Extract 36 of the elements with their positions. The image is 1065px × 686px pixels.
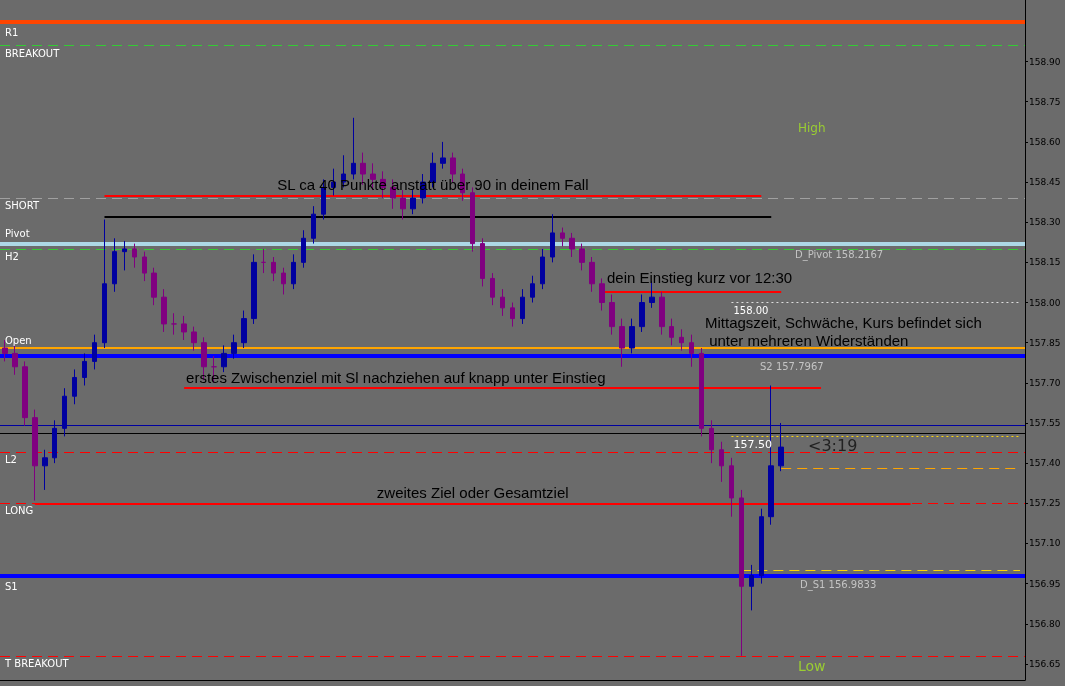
y-tick-label: 156.95 bbox=[1029, 578, 1061, 589]
annotation: High bbox=[798, 120, 826, 135]
y-tick-label: 156.80 bbox=[1029, 618, 1061, 629]
y-tick-label: 158.60 bbox=[1029, 136, 1061, 147]
ref-line-label: 158.00 bbox=[733, 304, 769, 316]
y-tick-label: 157.55 bbox=[1029, 417, 1061, 428]
y-tick-label: 157.40 bbox=[1029, 458, 1061, 469]
ref-line-label: Open bbox=[5, 334, 32, 346]
ref-line-label: T BREAKOUT bbox=[4, 657, 70, 669]
ref-line-label: LONG bbox=[5, 505, 34, 517]
ref-line-label: Pivot bbox=[5, 228, 30, 240]
y-tick-label: 158.00 bbox=[1029, 297, 1061, 308]
annotation: <3:19 bbox=[808, 436, 858, 455]
ref-line-label: R1 bbox=[5, 26, 19, 38]
annotation: D_Pivot 158.2167 bbox=[795, 248, 884, 261]
y-tick-label: 158.45 bbox=[1029, 177, 1061, 188]
ref-line-label: H2 bbox=[5, 250, 19, 262]
ref-line-label: SHORT bbox=[5, 200, 40, 212]
ref-line-label: L2 bbox=[5, 454, 17, 466]
y-tick-label: 158.75 bbox=[1029, 96, 1061, 107]
annotation: dein Einstieg kurz vor 12:30 bbox=[607, 268, 793, 286]
y-tick-label: 158.15 bbox=[1029, 257, 1061, 268]
annotation: S2 157.7967 bbox=[760, 360, 824, 372]
y-tick-label: 157.25 bbox=[1029, 498, 1061, 509]
y-tick-label: 157.10 bbox=[1029, 538, 1061, 549]
y-tick-label: 157.70 bbox=[1029, 377, 1061, 388]
annotation: Low bbox=[798, 657, 826, 674]
annotation: Mittagszeit, Schwäche, Kurs befindet sich unter mehreren Widerständen bbox=[705, 313, 982, 349]
y-tick-label: 156.65 bbox=[1029, 658, 1061, 669]
annotation: D_S1 156.9833 bbox=[800, 578, 877, 591]
ref-line-label: BREAKOUT bbox=[5, 47, 61, 59]
y-tick-label: 157.85 bbox=[1029, 337, 1061, 348]
ref-line-label: zweites Ziel oder Gesamtziel bbox=[376, 484, 569, 502]
y-tick-label: 158.90 bbox=[1029, 56, 1061, 67]
ref-line-label: S1 bbox=[5, 581, 18, 593]
y-tick-label: 158.30 bbox=[1029, 217, 1061, 228]
